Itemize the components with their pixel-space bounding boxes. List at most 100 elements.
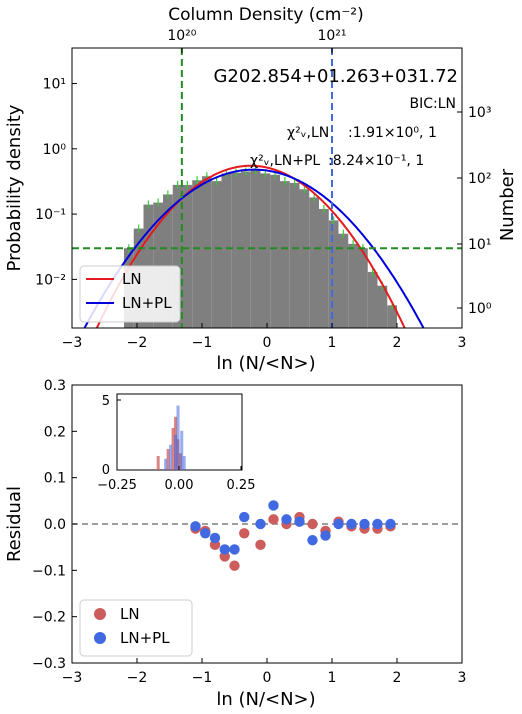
top-ytick-label: 10⁰: [43, 142, 67, 158]
residual-point-ln-pl: [307, 535, 318, 546]
legend-lnpl-marker: [94, 632, 106, 644]
bottom-xtick-label: −3: [62, 670, 83, 686]
residual-point-ln-pl: [255, 518, 266, 530]
inset-bar-lnpl: [164, 458, 168, 470]
inset-bar-lnpl: [174, 435, 178, 470]
histogram-bar: [163, 194, 173, 328]
histogram-bar: [153, 202, 163, 328]
top-y2tick-label: 10¹: [468, 237, 491, 253]
chi-lnpl-label: χ²ᵥ,LN+PL: [250, 153, 320, 169]
top-density-tick-label: 10²⁰: [167, 28, 196, 44]
inset-bar-lnpl: [180, 430, 184, 470]
residual-point-ln-pl: [281, 514, 292, 525]
top-panel: Column Density (cm⁻²) −3 −2 −1 0 1 2 3 10⁻² 10⁻¹…: [4, 5, 518, 374]
inset: 5 0 −0.25 0.00 0.25: [97, 393, 255, 493]
histogram-bar: [328, 220, 339, 328]
bottom-ytick-label: 0.0: [44, 517, 66, 533]
residual-point-ln-pl: [268, 500, 279, 511]
bottom-panel: −3 −2 −1 0 1 2 3 −0.3 −0.2 −0.1 0.0 0.1 0.2 0.3 Resid…: [4, 378, 466, 710]
histogram-bar: [270, 174, 280, 328]
histogram-bar: [250, 170, 261, 328]
bottom-ytick-label: −0.2: [32, 610, 66, 626]
inset-histogram: [156, 405, 186, 470]
reference-lines: [72, 48, 462, 328]
residual-point-ln: [255, 539, 266, 551]
chi-ln-label: χ²ᵥ,LN: [287, 125, 329, 141]
top-y2tick-label: 10³: [468, 105, 491, 121]
histogram-bar: [280, 181, 290, 328]
histogram-bar: [202, 176, 212, 328]
legend-lnpl-label: LN+PL: [122, 294, 172, 312]
inset-xtick-zero: 0.00: [165, 478, 194, 493]
residual-point-ln-pl: [320, 530, 331, 541]
top-ytick-label: 10⁻²: [35, 272, 66, 288]
bottom-xtick-label: 2: [393, 670, 402, 686]
bottom-ytick-label: −0.1: [32, 563, 66, 579]
inset-bar-ln: [166, 449, 170, 470]
residual-point-ln-pl: [200, 528, 211, 539]
chi-lnpl-value: :8.24×10⁻¹, 1: [328, 153, 424, 169]
inset-bar-ln: [156, 456, 160, 470]
top-xtick-label: 0: [263, 335, 272, 351]
residual-point-ln-pl: [229, 544, 240, 555]
histogram-bar: [182, 184, 193, 328]
histogram-bar: [387, 305, 397, 328]
bottom-xtick-label: −1: [192, 670, 213, 686]
inset-xtick-neg: −0.25: [97, 478, 137, 493]
top-density-tick-label: 10²¹: [317, 28, 346, 44]
top-y2tick-label: 10²: [468, 171, 491, 187]
top-ticks: −3 −2 −1 0 1 2 3 10⁻² 10⁻¹ 10⁰ 10¹ 10⁰ 10¹ 10² 10³ 10²⁰…: [35, 28, 492, 351]
histogram-bar: [348, 243, 358, 328]
histogram-bar: [377, 285, 388, 328]
residual-point-ln-pl: [359, 518, 370, 530]
top-xtick-label: 1: [328, 335, 337, 351]
residual-point-ln-pl: [372, 518, 383, 530]
residual-point-ln-pl: [294, 516, 305, 527]
inset-ymax-label: 5: [102, 394, 110, 409]
bic-label: BIC:LN: [410, 96, 457, 112]
top-xtick-label: 3: [458, 335, 467, 351]
chi-ln-value: :1.91×10⁰, 1: [348, 125, 437, 141]
residual-point-ln-pl: [209, 532, 221, 544]
bottom-ytick-label: 0.1: [44, 471, 66, 487]
bottom-xtick-label: 0: [263, 670, 272, 686]
residual-point-ln: [229, 560, 240, 571]
fit-curve-ln: [95, 164, 406, 328]
legend: LN LN+PL: [79, 265, 181, 323]
histogram: [124, 166, 397, 328]
bottom-ytick-label: 0.3: [44, 378, 66, 394]
residual-point-ln-pl: [346, 518, 357, 530]
residual-point-ln: [307, 518, 318, 530]
fit-curves: [83, 164, 425, 328]
inset-ymin-label: 0: [102, 463, 110, 478]
residual-point-ln: [268, 514, 279, 525]
chart-title: G202.854+01.263+031.72: [213, 66, 458, 87]
histogram-bar: [319, 208, 329, 328]
y2-axis-label: Number: [497, 168, 518, 241]
histogram-bar: [358, 248, 368, 328]
bottom-xtick-label: −2: [127, 670, 148, 686]
inset-bar-lnpl: [169, 444, 173, 470]
residual-point-ln-pl: [190, 521, 201, 532]
top-xtick-label: −2: [127, 335, 148, 351]
bottom-legend: LN LN+PL: [79, 599, 193, 657]
residual-point-ln-pl: [333, 518, 344, 530]
top-xtick-label: −1: [192, 335, 213, 351]
bottom-ytick-label: −0.3: [32, 656, 66, 672]
bottom-ticks: −3 −2 −1 0 1 2 3 −0.3 −0.2 −0.1 0.0 0.1 0.2 0.3: [32, 378, 466, 686]
residual-axis-label: Residual: [4, 486, 25, 562]
top-xtick-label: −3: [62, 335, 83, 351]
top-xtick-label: 2: [393, 335, 402, 351]
legend-ln-marker: [94, 608, 106, 620]
fit-curve-ln-pl: [83, 168, 425, 328]
histogram-bar: [221, 173, 232, 328]
histogram-bar: [241, 171, 251, 328]
residual-point-ln-pl: [239, 511, 250, 523]
histogram-bar: [211, 181, 222, 328]
residual-points: [190, 500, 396, 571]
histogram-bar: [231, 172, 241, 328]
bottom-legend-ln-label: LN: [120, 605, 140, 623]
top-ytick-label: 10⁻¹: [35, 207, 66, 223]
bottom-xtick-label: 1: [328, 670, 337, 686]
